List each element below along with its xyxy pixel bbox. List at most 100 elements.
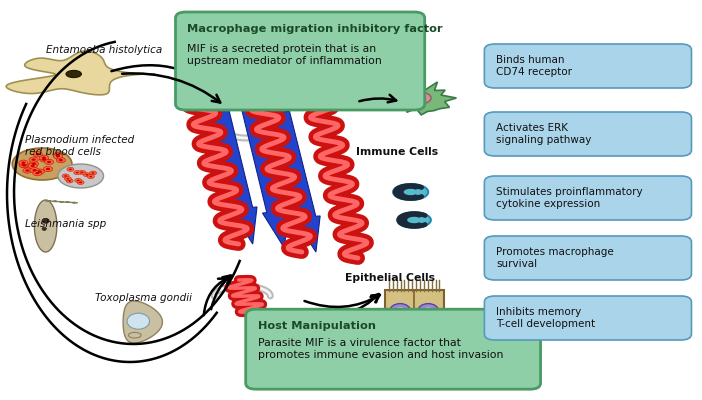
Text: Parasite MIF is a virulence factor that
promotes immune evasion and host invasio: Parasite MIF is a virulence factor that … (258, 338, 503, 360)
Ellipse shape (128, 332, 141, 338)
Text: Stimulates proinflammatory
cytokine expression: Stimulates proinflammatory cytokine expr… (496, 187, 643, 209)
Ellipse shape (414, 94, 424, 100)
Text: Inhibits memory
T-cell development: Inhibits memory T-cell development (496, 307, 595, 329)
Polygon shape (34, 200, 57, 252)
Circle shape (31, 165, 35, 167)
Circle shape (62, 174, 69, 178)
Text: Entamoeba histolytica: Entamoeba histolytica (46, 45, 162, 55)
Circle shape (90, 171, 97, 175)
Circle shape (68, 180, 71, 182)
Circle shape (35, 169, 44, 174)
Ellipse shape (411, 92, 431, 104)
Text: Macrophage migration inhibitory factor: Macrophage migration inhibitory factor (187, 24, 443, 34)
Polygon shape (6, 51, 155, 95)
Circle shape (32, 169, 37, 172)
Text: Activates ERK
signaling pathway: Activates ERK signaling pathway (496, 123, 592, 145)
Text: Host Manipulation: Host Manipulation (258, 321, 376, 331)
Circle shape (32, 162, 36, 165)
FancyBboxPatch shape (484, 236, 691, 280)
Circle shape (65, 177, 72, 181)
Circle shape (44, 166, 53, 172)
Circle shape (39, 155, 48, 160)
Circle shape (67, 178, 69, 180)
Circle shape (55, 154, 60, 156)
Circle shape (22, 164, 26, 166)
Text: Leishmania spp: Leishmania spp (25, 219, 106, 229)
Circle shape (77, 180, 79, 181)
FancyBboxPatch shape (176, 12, 425, 110)
Circle shape (56, 155, 60, 158)
Circle shape (35, 172, 39, 174)
Circle shape (84, 173, 91, 177)
FancyBboxPatch shape (484, 176, 691, 220)
Polygon shape (272, 111, 320, 252)
Circle shape (32, 158, 36, 161)
Text: Toxoplasma gondii: Toxoplasma gondii (95, 293, 192, 303)
Circle shape (29, 161, 39, 166)
Circle shape (19, 162, 28, 168)
Text: Binds human
CD74 receptor: Binds human CD74 receptor (496, 55, 572, 77)
Circle shape (92, 172, 95, 174)
Circle shape (79, 170, 86, 174)
Polygon shape (391, 78, 456, 115)
Circle shape (22, 164, 27, 166)
Circle shape (36, 153, 40, 156)
Polygon shape (209, 99, 257, 244)
Text: MIF is a secreted protein that is an
upstream mediator of inflammation: MIF is a secreted protein that is an ups… (187, 44, 382, 66)
FancyBboxPatch shape (484, 112, 691, 156)
Circle shape (42, 156, 46, 159)
Circle shape (20, 163, 29, 168)
Polygon shape (399, 214, 425, 226)
Ellipse shape (397, 212, 431, 228)
Ellipse shape (12, 148, 72, 180)
Circle shape (30, 168, 39, 173)
Circle shape (19, 160, 28, 165)
Ellipse shape (66, 70, 81, 78)
Circle shape (81, 172, 84, 173)
Polygon shape (123, 301, 162, 343)
Ellipse shape (42, 218, 49, 223)
Circle shape (64, 175, 67, 177)
Circle shape (77, 180, 84, 184)
Ellipse shape (58, 164, 104, 188)
Circle shape (42, 158, 46, 160)
Circle shape (46, 168, 50, 170)
Ellipse shape (395, 307, 406, 315)
Circle shape (86, 174, 88, 176)
Text: Promotes macrophage
survival: Promotes macrophage survival (496, 247, 614, 269)
Text: Immune Cells: Immune Cells (356, 147, 437, 157)
Text: Plasmodium infected
red blood cells: Plasmodium infected red blood cells (25, 135, 134, 157)
Circle shape (69, 168, 72, 170)
Circle shape (74, 170, 81, 174)
Circle shape (74, 178, 81, 182)
Circle shape (28, 163, 37, 168)
FancyBboxPatch shape (385, 290, 444, 326)
Circle shape (89, 176, 92, 178)
Circle shape (53, 154, 62, 159)
Circle shape (23, 168, 32, 173)
Text: Epithelial Cells: Epithelial Cells (345, 273, 435, 283)
Circle shape (66, 179, 73, 183)
Ellipse shape (179, 60, 376, 340)
Circle shape (56, 158, 65, 163)
Circle shape (59, 159, 63, 161)
FancyBboxPatch shape (484, 296, 691, 340)
Polygon shape (241, 103, 289, 248)
Circle shape (79, 182, 82, 183)
Ellipse shape (390, 304, 411, 319)
Ellipse shape (127, 313, 150, 329)
Circle shape (87, 175, 94, 179)
Circle shape (47, 161, 51, 163)
FancyBboxPatch shape (246, 309, 541, 389)
Circle shape (39, 157, 48, 162)
Circle shape (44, 159, 53, 164)
Circle shape (33, 152, 42, 157)
Circle shape (76, 172, 79, 173)
Circle shape (53, 152, 62, 158)
Circle shape (25, 169, 29, 172)
FancyBboxPatch shape (484, 44, 691, 88)
Ellipse shape (418, 304, 439, 319)
Circle shape (33, 170, 42, 176)
Ellipse shape (393, 184, 428, 200)
Circle shape (29, 157, 38, 162)
